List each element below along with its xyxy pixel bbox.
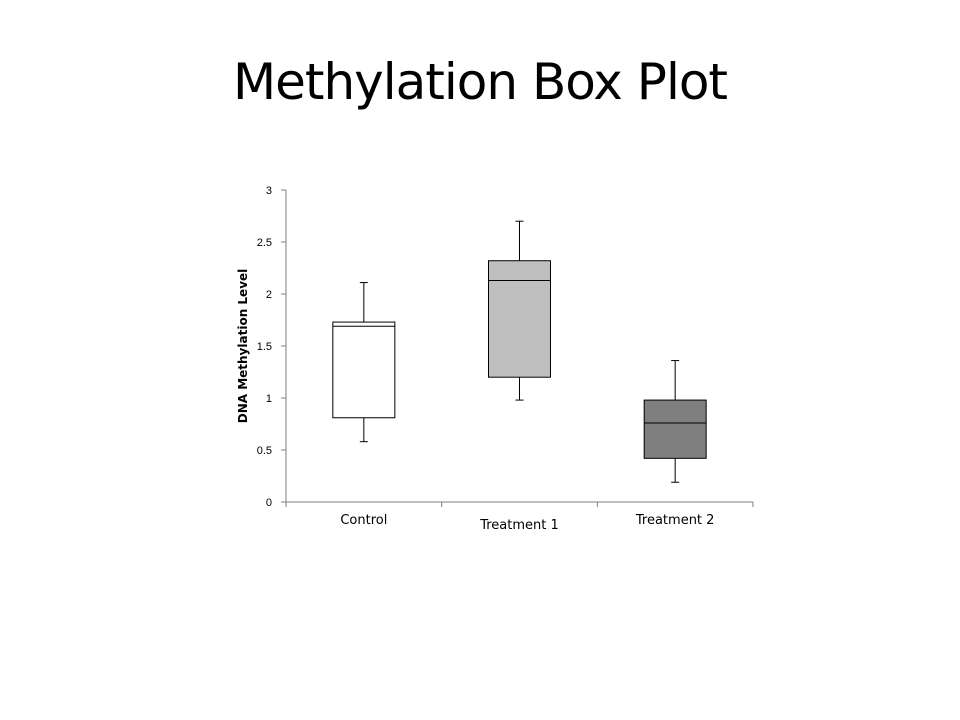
x-axis: Control Treatment 1 Treatment 2 xyxy=(285,501,754,533)
y-axis: 0 0.5 1 1.5 2 2.5 3 xyxy=(257,185,287,509)
box-treatment-1 xyxy=(488,220,551,401)
box-treatment-2 xyxy=(643,360,707,483)
y-tick-label: 3 xyxy=(266,185,272,197)
x-category-label: Control xyxy=(340,513,387,528)
y-axis-title: DNA Methylation Level xyxy=(236,269,250,424)
boxes xyxy=(332,220,707,483)
x-category-label: Treatment 2 xyxy=(635,513,715,528)
y-tick-label: 0.5 xyxy=(257,445,272,457)
box-control xyxy=(332,282,396,443)
iqr-box xyxy=(643,399,707,459)
y-tick-label: 1.5 xyxy=(257,341,272,353)
y-tick-label: 2.5 xyxy=(257,237,272,249)
x-category-label: Treatment 1 xyxy=(479,518,559,533)
y-tick-label: 2 xyxy=(266,289,272,301)
iqr-box xyxy=(488,260,551,378)
y-tick-label: 0 xyxy=(266,497,272,509)
y-tick-label: 1 xyxy=(266,393,272,405)
iqr-box xyxy=(332,321,396,419)
slide-title: Methylation Box Plot xyxy=(232,53,728,111)
